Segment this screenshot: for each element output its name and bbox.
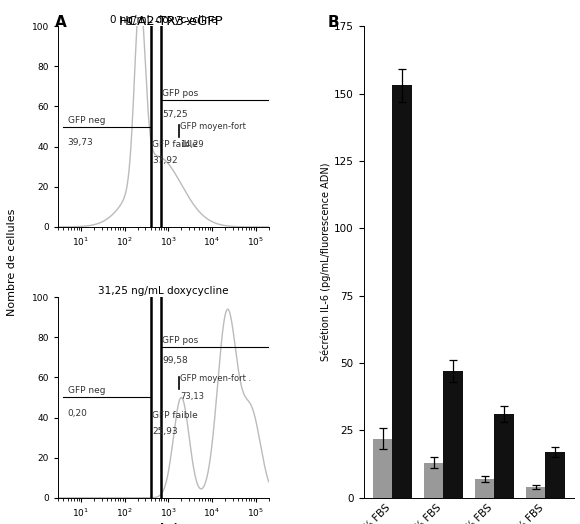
Text: 25,93: 25,93 <box>153 427 178 435</box>
Y-axis label: Sécrétion IL-6 (pg/mL/fluorescence ADN): Sécrétion IL-6 (pg/mL/fluorescence ADN) <box>321 163 331 361</box>
Bar <box>443 371 463 498</box>
Bar <box>545 452 564 498</box>
Bar <box>526 487 545 498</box>
Text: 99,58: 99,58 <box>162 356 188 365</box>
Text: A: A <box>55 15 67 30</box>
Bar <box>475 479 494 498</box>
Bar <box>393 85 412 498</box>
Text: 39,73: 39,73 <box>68 138 93 147</box>
Text: GFP pos: GFP pos <box>162 90 198 99</box>
Text: 0,20: 0,20 <box>68 409 88 418</box>
Text: GFP moyen-fort: GFP moyen-fort <box>180 122 246 130</box>
X-axis label: Intensité GFP: Intensité GFP <box>116 523 211 524</box>
Text: Nombre de cellules: Nombre de cellules <box>6 209 17 315</box>
Text: GFP faible: GFP faible <box>153 139 198 149</box>
Text: 57,25: 57,25 <box>162 110 188 118</box>
Text: GFP neg: GFP neg <box>68 115 105 125</box>
Text: GFP neg: GFP neg <box>68 386 105 396</box>
Bar <box>424 463 443 498</box>
Text: HCA2-TR3-eGFP: HCA2-TR3-eGFP <box>119 15 223 28</box>
Text: GFP moyen-fort .: GFP moyen-fort . <box>180 375 251 384</box>
Title: 31,25 ng/mL doxycycline: 31,25 ng/mL doxycycline <box>98 286 229 297</box>
Text: GFP faible: GFP faible <box>153 410 198 420</box>
Text: 73,13: 73,13 <box>180 392 204 401</box>
Bar <box>494 414 514 498</box>
Bar <box>373 439 393 498</box>
Text: 37,92: 37,92 <box>153 156 178 165</box>
Title: 0 ng/mL doxycycline: 0 ng/mL doxycycline <box>110 15 217 26</box>
Text: 14,29: 14,29 <box>180 139 204 149</box>
Text: GFP pos: GFP pos <box>162 336 198 345</box>
Text: B: B <box>328 15 339 30</box>
